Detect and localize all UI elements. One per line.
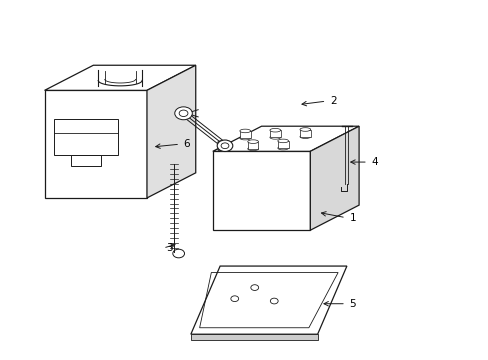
FancyBboxPatch shape [247, 141, 258, 149]
Circle shape [250, 285, 258, 291]
Polygon shape [44, 65, 195, 90]
Bar [71, 155, 101, 166]
Text: 1: 1 [348, 213, 355, 222]
Ellipse shape [247, 140, 258, 143]
Polygon shape [310, 126, 358, 230]
Text: 4: 4 [370, 157, 377, 167]
Text: 6: 6 [183, 139, 190, 149]
Ellipse shape [277, 139, 288, 143]
Ellipse shape [239, 136, 250, 140]
Circle shape [230, 296, 238, 302]
Ellipse shape [299, 135, 310, 139]
Ellipse shape [269, 136, 280, 139]
FancyBboxPatch shape [269, 130, 280, 138]
Ellipse shape [217, 148, 228, 151]
FancyBboxPatch shape [299, 130, 310, 137]
Circle shape [174, 107, 192, 120]
Ellipse shape [299, 128, 310, 131]
Ellipse shape [217, 140, 228, 144]
Polygon shape [147, 65, 195, 198]
Bar [54, 119, 118, 155]
Polygon shape [212, 151, 310, 230]
Ellipse shape [239, 129, 250, 133]
Polygon shape [44, 90, 147, 198]
Text: 5: 5 [348, 299, 355, 309]
FancyBboxPatch shape [239, 131, 250, 138]
Ellipse shape [269, 129, 280, 132]
Text: 2: 2 [329, 96, 336, 106]
Polygon shape [190, 266, 346, 334]
Polygon shape [190, 334, 317, 339]
FancyBboxPatch shape [217, 142, 228, 149]
FancyBboxPatch shape [277, 141, 288, 148]
Circle shape [270, 298, 278, 304]
Ellipse shape [247, 147, 258, 150]
Polygon shape [212, 126, 358, 151]
Circle shape [217, 140, 232, 152]
Text: 3: 3 [166, 243, 173, 253]
Ellipse shape [277, 146, 288, 150]
